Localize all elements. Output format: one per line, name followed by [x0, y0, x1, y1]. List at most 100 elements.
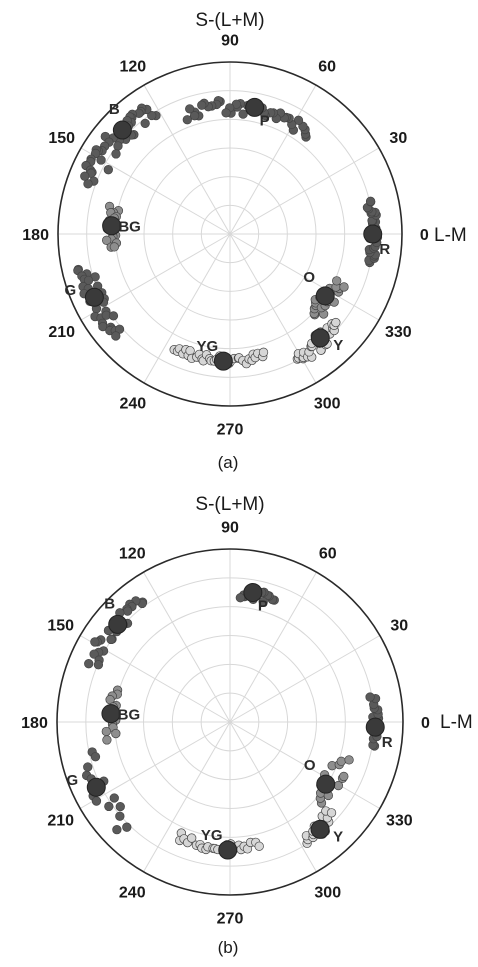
- chart-b-point-g: [112, 825, 122, 835]
- chart-b-grid-spoke: [143, 721, 231, 873]
- chart-b-centroid-b: [108, 614, 128, 634]
- chart-b-grid-spoke: [229, 571, 317, 723]
- chart-b-centroid-g: [86, 777, 106, 797]
- chart-a-point-b: [113, 141, 123, 151]
- chart-a-point-b: [111, 149, 121, 159]
- chart-b-tick-label-150: 150: [47, 617, 74, 634]
- chart-a-tick-label-210: 210: [48, 324, 75, 341]
- chart-a-label-r: R: [379, 241, 390, 258]
- chart-a-tick-label-0: 0: [420, 227, 429, 244]
- chart-b-grid-spoke: [229, 721, 381, 809]
- chart-b-tick-label-240: 240: [119, 884, 146, 901]
- chart-b-tick-label-30: 30: [390, 617, 408, 634]
- chart-a-point-p: [189, 111, 200, 121]
- chart-a-point-p: [185, 104, 195, 114]
- chart-a-point-o: [332, 276, 342, 286]
- chart-b-point-yg: [187, 833, 197, 843]
- chart-a-centroid-yg: [213, 351, 233, 371]
- chart-b-tick-label-330: 330: [386, 813, 413, 830]
- chart-b-point-bg: [102, 735, 112, 745]
- chart-b-centroid-y: [310, 819, 330, 839]
- chart-a-centroid-r: [363, 224, 383, 244]
- chart-a-point-o: [339, 282, 349, 292]
- chart-a-tick-label-150: 150: [48, 130, 75, 147]
- chart-b-point-g: [104, 801, 114, 812]
- chart-a-point-b: [147, 110, 157, 121]
- chart-b-grid-spoke: [229, 721, 317, 873]
- chart-a-tick-label-300: 300: [314, 395, 341, 412]
- chart-a-centroid-bg: [102, 216, 122, 236]
- polar-chart-b: S-(L+M) 0306090120150180210240270300330 …: [21, 494, 473, 957]
- chart-a-label-bg: BG: [118, 219, 141, 236]
- chart-a-tick-label-90: 90: [221, 33, 239, 50]
- chart-a-grid-spoke: [80, 233, 231, 321]
- chart-a-grid-spoke: [143, 84, 231, 235]
- chart-b-point-o: [339, 771, 349, 782]
- chart-b-point-p: [258, 597, 268, 607]
- chart-b-label-b: B: [104, 595, 115, 612]
- chart-a-xlabel: L-M: [434, 225, 467, 246]
- chart-b-centroid-bg: [101, 704, 121, 724]
- chart-b-label-g: G: [66, 772, 78, 789]
- chart-b-point-b: [89, 649, 99, 659]
- chart-b-point-g: [115, 801, 125, 812]
- chart-b-centroid-p: [243, 583, 263, 603]
- chart-a-point-y: [331, 317, 341, 328]
- chart-b-grid-spoke: [143, 571, 231, 723]
- chart-a-tick-label-60: 60: [318, 59, 336, 76]
- chart-a-point-b: [96, 155, 106, 165]
- chart-b-centroid-r: [365, 717, 385, 737]
- chart-b-point-g: [115, 811, 125, 821]
- chart-b-caption: (b): [218, 938, 239, 957]
- chart-a-title: S-(L+M): [195, 10, 264, 31]
- chart-b-point-yg: [254, 841, 264, 851]
- chart-b-point-y: [326, 808, 337, 818]
- chart-a-point-b: [103, 165, 113, 175]
- chart-a-label-o: O: [303, 269, 315, 286]
- chart-b-label-p: P: [258, 598, 268, 615]
- chart-b-point-b: [122, 606, 133, 616]
- chart-b-point-p: [235, 593, 245, 603]
- chart-b-tick-label-60: 60: [319, 546, 337, 563]
- chart-a-centroid-g: [84, 287, 104, 307]
- chart-b-point-r: [365, 692, 375, 702]
- chart-a-tick-label-30: 30: [389, 130, 407, 147]
- chart-a-grid-spoke: [229, 147, 380, 235]
- chart-a-centroid-p: [245, 97, 265, 117]
- chart-a-point-yg: [185, 346, 195, 356]
- chart-a-grid-spoke: [229, 233, 380, 321]
- chart-a-point-p: [293, 115, 304, 125]
- chart-b-point-g: [91, 796, 102, 806]
- chart-b-point-g: [83, 762, 93, 772]
- chart-a-centroid-b: [112, 120, 132, 140]
- chart-a-point-g: [111, 331, 121, 341]
- chart-b-point-g: [109, 793, 119, 803]
- chart-a-centroid-y: [310, 328, 330, 348]
- chart-a-label-g: G: [65, 282, 77, 299]
- chart-a-tick-label-120: 120: [119, 59, 146, 76]
- chart-a-point-p: [182, 115, 192, 125]
- chart-a-point-r: [365, 196, 376, 206]
- chart-b-centroid-o: [316, 774, 336, 794]
- chart-b-tick-label-120: 120: [119, 546, 146, 563]
- chart-b-point-g: [90, 752, 101, 762]
- chart-a-point-p: [221, 108, 231, 118]
- polar-chart-a: S-(L+M) 0306090120150180210240270300330 …: [22, 10, 467, 472]
- chart-a-centroid-o: [315, 286, 335, 306]
- chart-a-point-b: [80, 171, 90, 181]
- chart-a-point-p: [197, 100, 207, 110]
- chart-a-point-b: [140, 118, 150, 129]
- chart-b-centroid-yg: [218, 840, 238, 860]
- chart-b-grid-spoke: [229, 635, 381, 723]
- chart-b-point-o: [336, 756, 346, 766]
- chart-b-label-o: O: [304, 757, 316, 774]
- chart-a-label-y: Y: [333, 337, 343, 354]
- chart-b-title: S-(L+M): [195, 494, 264, 515]
- chart-a-caption: (a): [218, 453, 239, 472]
- chart-a-grid-spoke: [80, 147, 231, 235]
- chart-b-tick-label-180: 180: [21, 715, 48, 732]
- chart-a-label-yg: YG: [196, 338, 218, 355]
- chart-b-point-b: [84, 659, 94, 669]
- chart-b-point-b: [106, 634, 116, 645]
